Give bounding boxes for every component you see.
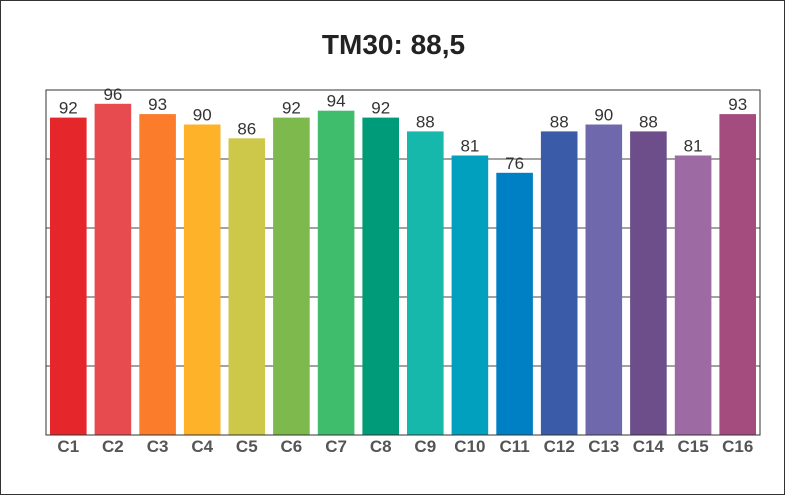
tick-label-c16: C16 bbox=[722, 437, 753, 456]
data-label-c13: 90 bbox=[594, 106, 613, 125]
data-label-c12: 88 bbox=[550, 112, 569, 131]
tick-label-c15: C15 bbox=[678, 437, 709, 456]
bar-c9 bbox=[407, 131, 444, 435]
x-tick-labels: C1 C2 C3 C4 C5 C6 C7 C8 C9 C10 C11 C12 C13 C14 C15 C16 bbox=[57, 437, 753, 456]
bar-c3 bbox=[139, 114, 176, 435]
tick-label-c12: C12 bbox=[544, 437, 575, 456]
bar-c13 bbox=[585, 124, 623, 435]
tick-label-c14: C14 bbox=[633, 437, 665, 456]
bar-c1 bbox=[50, 117, 87, 435]
data-label-c14: 88 bbox=[639, 112, 658, 131]
bar-c8 bbox=[362, 117, 399, 435]
tick-label-c4: C4 bbox=[191, 437, 213, 456]
data-label-c10: 81 bbox=[460, 137, 479, 156]
bar-c12 bbox=[540, 131, 578, 435]
data-labels: 92 96 93 90 86 92 94 92 88 81 76 88 90 88 81 93 bbox=[59, 85, 747, 173]
tick-label-c9: C9 bbox=[414, 437, 436, 456]
data-label-c8: 92 bbox=[371, 99, 390, 118]
tick-label-c13: C13 bbox=[588, 437, 619, 456]
tick-label-c11: C11 bbox=[499, 437, 529, 456]
tick-label-c1: C1 bbox=[57, 437, 79, 456]
bar-c16 bbox=[719, 114, 756, 435]
plot-area-border bbox=[45, 89, 761, 436]
data-label-c3: 93 bbox=[148, 95, 167, 114]
tick-label-c7: C7 bbox=[325, 437, 347, 456]
data-label-c6: 92 bbox=[282, 99, 301, 118]
bar-c14 bbox=[630, 131, 667, 435]
bar-c10 bbox=[451, 155, 489, 435]
data-label-c1: 92 bbox=[59, 99, 78, 118]
bar-c2 bbox=[94, 103, 132, 436]
tick-label-c2: C2 bbox=[102, 437, 124, 456]
tick-label-c3: C3 bbox=[147, 437, 169, 456]
tick-label-c5: C5 bbox=[236, 437, 258, 456]
data-label-c11: 76 bbox=[505, 154, 524, 173]
bar-c7 bbox=[317, 110, 355, 435]
data-label-c15: 81 bbox=[684, 137, 703, 156]
bar-c5 bbox=[228, 138, 266, 436]
bar-c11 bbox=[496, 172, 533, 436]
tick-label-c6: C6 bbox=[281, 437, 303, 456]
bar-c4 bbox=[183, 124, 221, 435]
bar-c6 bbox=[273, 117, 310, 435]
tick-label-c8: C8 bbox=[370, 437, 392, 456]
bar-c15 bbox=[674, 155, 712, 435]
bars bbox=[50, 103, 756, 436]
data-label-c5: 86 bbox=[237, 119, 256, 138]
data-label-c9: 88 bbox=[416, 112, 435, 131]
data-label-c2: 96 bbox=[103, 85, 122, 104]
data-label-c7: 94 bbox=[327, 92, 346, 111]
chart-title: TM30: 88,5 bbox=[321, 29, 466, 60]
data-label-c16: 93 bbox=[728, 95, 747, 114]
tick-label-c10: C10 bbox=[454, 437, 485, 456]
data-label-c4: 90 bbox=[193, 106, 212, 125]
